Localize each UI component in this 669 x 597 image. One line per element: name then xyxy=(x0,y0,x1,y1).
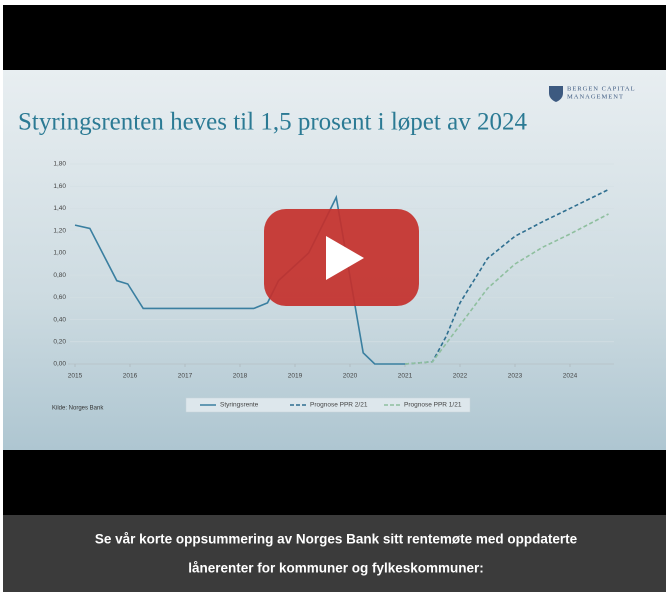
y-tick-label: 1,00 xyxy=(53,250,66,257)
x-tick-label: 2020 xyxy=(343,373,358,380)
series-line xyxy=(404,213,609,365)
y-tick-label: 0,80 xyxy=(53,272,66,279)
series-line xyxy=(404,188,609,365)
x-tick-label: 2016 xyxy=(123,373,138,380)
legend-label: Prognose PPR 1/21 xyxy=(404,402,462,409)
x-tick-label: 2017 xyxy=(178,373,193,380)
y-tick-label: 1,40 xyxy=(53,205,66,212)
x-tick-label: 2018 xyxy=(233,373,248,380)
legend-label: Prognose PPR 2/21 xyxy=(310,402,368,409)
y-tick-label: 1,20 xyxy=(53,227,66,234)
logo-text: BERGEN CAPITAL xyxy=(567,85,636,92)
caption: lånerenter for kommuner og fylkeskommune… xyxy=(188,561,484,576)
caption: Se vår korte oppsummering av Norges Bank… xyxy=(95,532,578,547)
play-icon[interactable] xyxy=(326,236,364,280)
y-tick-label: 1,80 xyxy=(53,161,66,168)
play-button[interactable] xyxy=(264,209,419,306)
x-tick-label: 2022 xyxy=(453,373,468,380)
x-tick-label: 2015 xyxy=(68,373,83,380)
y-tick-label: 0,20 xyxy=(53,338,66,345)
y-tick-label: 0,60 xyxy=(53,294,66,301)
x-tick-label: 2021 xyxy=(398,373,413,380)
legend-label: Styringsrente xyxy=(220,402,259,409)
y-tick-label: 0,00 xyxy=(53,361,66,368)
y-tick-label: 0,40 xyxy=(53,316,66,323)
y-tick-label: 1,60 xyxy=(53,183,66,190)
source: Kilde: Norges Bank xyxy=(52,406,104,412)
chart-title: Styringsrenten heves til 1,5 prosent i l… xyxy=(18,109,527,136)
caption-bar xyxy=(3,515,666,592)
logo-icon xyxy=(549,86,563,102)
x-tick-label: 2023 xyxy=(508,373,523,380)
logo-text: MANAGEMENT xyxy=(567,93,624,100)
legend-box xyxy=(185,397,471,413)
x-tick-label: 2019 xyxy=(288,373,303,380)
x-tick-label: 2024 xyxy=(563,373,578,380)
